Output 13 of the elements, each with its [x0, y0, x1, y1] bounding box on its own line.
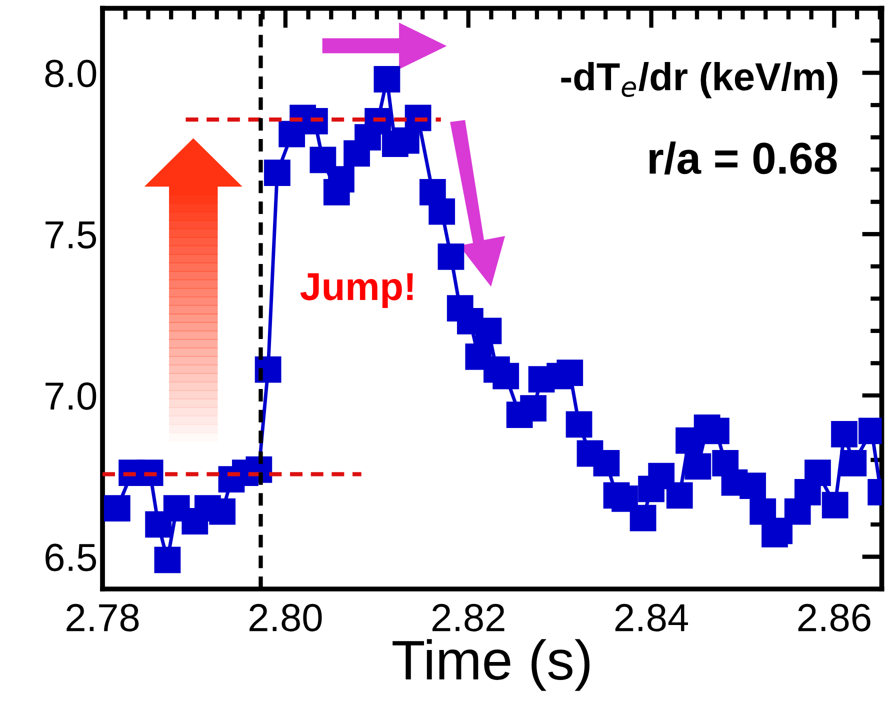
- annotation: -dT$_{e}$/dr (keV/m): [561, 62, 838, 98]
- x-axis-title: Time (s): [392, 639, 590, 691]
- x-tick-label: 2.84: [615, 604, 688, 632]
- text: 8.0: [45, 60, 96, 88]
- x-tick-label: 2.82: [432, 604, 504, 632]
- annotation: r/a = 0.68: [650, 141, 837, 175]
- y-tick-label: 6.5: [46, 544, 96, 572]
- text: 2.80: [250, 604, 322, 632]
- x-tick-label: 2.78: [66, 604, 139, 632]
- text: 7.0: [46, 382, 96, 410]
- annotation: Jump!: [300, 273, 413, 308]
- x-tick-label: 2.86: [798, 604, 870, 632]
- y-tick-label: 7.5: [46, 221, 96, 249]
